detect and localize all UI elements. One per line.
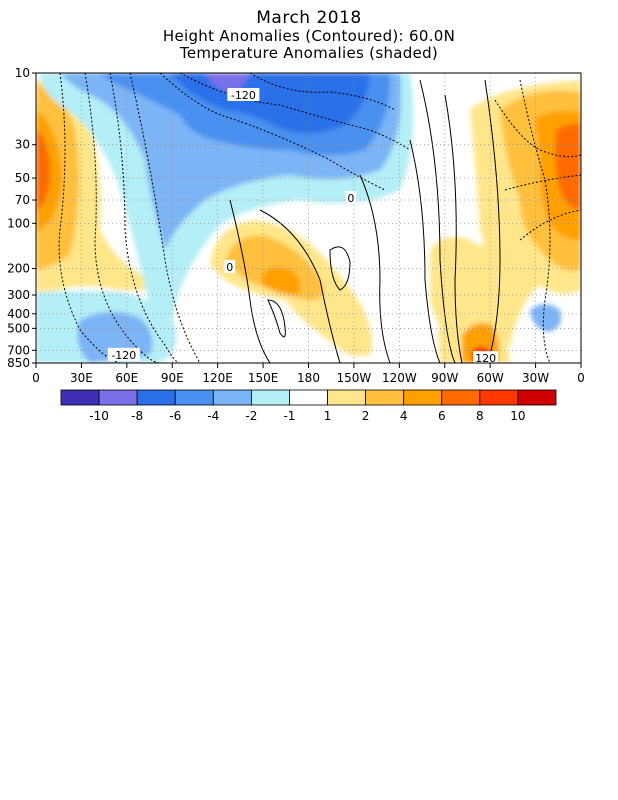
contour-label-4: 120	[475, 352, 496, 365]
colorbar-label-8: 4	[400, 409, 408, 423]
colorbar-label-1: -8	[131, 409, 143, 423]
contour-neg-6	[179, 73, 411, 151]
x-tick-label-3: 90E	[161, 371, 184, 385]
x-tick-label-6: 180	[297, 371, 320, 385]
colorbar-swatch-4	[212, 389, 252, 406]
colorbar-swatch-3	[174, 389, 214, 406]
contour-zero-2	[259, 209, 341, 363]
y-tick-label-9: 700	[7, 343, 30, 357]
x-tick-label-11: 30W	[522, 371, 549, 385]
y-tick-label-3: 70	[15, 193, 30, 207]
contour-neg-4	[129, 73, 201, 363]
chart-title: March 2018	[256, 8, 362, 28]
plot-grid	[36, 73, 581, 363]
contour-zero	[229, 199, 271, 363]
y-tick-label-10: 850	[7, 356, 30, 370]
chart-titles: March 2018 Height Anomalies (Contoured):…	[0, 8, 618, 62]
contour-east-1	[519, 79, 551, 363]
colorbar-label-6: 1	[324, 409, 332, 423]
x-tick-label-4: 120E	[202, 371, 233, 385]
colorbar-label-3: -4	[207, 409, 219, 423]
contour-label-bg-1	[345, 191, 357, 205]
contour-neg-1	[58, 73, 121, 363]
shade-east-warm-core	[555, 123, 581, 210]
contour-label-bg-2	[224, 259, 236, 273]
colorbar-swatch-9	[403, 389, 443, 406]
x-tick-label-9: 90W	[431, 371, 458, 385]
chart-subtitle: Height Anomalies (Contoured): 60.0N	[162, 27, 456, 45]
contour-label-1: 0	[347, 192, 354, 205]
contour-label-bg-4	[473, 351, 499, 365]
colorbar-swatch-10	[441, 389, 481, 406]
colorbar-swatch-7	[327, 389, 367, 406]
contour-neg-7	[249, 73, 396, 111]
colorbar-swatch-12	[517, 389, 557, 406]
contour-labels: -120 0 0 -120 120	[107, 87, 499, 365]
colorbar-label-0: -10	[89, 409, 109, 423]
contour-pos-3	[444, 94, 463, 363]
colorbar-label-5: -1	[283, 409, 295, 423]
contour-label-2: 0	[226, 261, 233, 274]
x-tick-label-7: 150W	[337, 371, 372, 385]
contour-label-0: -120	[231, 89, 256, 102]
y-tick-label-8: 500	[7, 321, 30, 335]
colorbar-swatch-5	[250, 389, 290, 406]
x-tick-label-0: 0	[32, 371, 40, 385]
contour-label-bg-0	[227, 87, 260, 101]
contour-loop-2	[329, 246, 351, 291]
shade-west-warm-core	[36, 128, 51, 210]
x-tick-label-8: 120W	[382, 371, 417, 385]
contour-east-4	[519, 209, 581, 241]
contour-neg-3	[109, 73, 181, 363]
y-tick-label-0: 10	[15, 66, 30, 80]
contour-pos-4	[484, 79, 501, 363]
colorbar-swatch-6	[289, 389, 328, 406]
y-tick-label-7: 400	[7, 307, 30, 321]
colorbar-swatch-1	[98, 389, 138, 406]
x-tick-label-10: 60W	[477, 371, 504, 385]
x-tick-label-2: 60E	[115, 371, 138, 385]
contour-east-3	[504, 174, 581, 191]
contour-neg-2	[84, 73, 161, 363]
height-anomaly-contours	[58, 73, 581, 363]
shade-lower-east-cold	[530, 304, 562, 332]
colorbar-label-2: -6	[169, 409, 181, 423]
shade-cold-core	[205, 73, 250, 92]
contour-label-3: -120	[111, 349, 136, 362]
x-axis: 0 30E 60E 90E 120E 150E 180 150W 120W 90W 60W 30W 0	[32, 363, 585, 385]
colorbar-label-4: -2	[245, 409, 257, 423]
y-tick-label-6: 300	[7, 288, 30, 302]
contour-pos-1	[359, 174, 391, 363]
x-tick-label-12: 0	[577, 371, 585, 385]
colorbar-swatch-2	[136, 389, 176, 406]
contour-pos-2	[409, 139, 441, 363]
colorbar-swatch-0	[60, 389, 100, 406]
colorbar-swatch-8	[365, 389, 405, 406]
x-tick-label-5: 150E	[248, 371, 279, 385]
colorbar: -10 -8 -6 -4 -2 -1 1 2 4 6 8 10	[60, 389, 557, 423]
contour-label-bg-3	[107, 347, 140, 361]
chart-subtitle-2: Temperature Anomalies (shaded)	[179, 44, 439, 62]
colorbar-label-9: 6	[438, 409, 446, 423]
shade-mid-warm-dark	[262, 266, 301, 296]
contour-pos-5	[419, 79, 456, 363]
colorbar-label-11: 10	[510, 409, 525, 423]
colorbar-label-7: 2	[362, 409, 370, 423]
contour-loop-1	[267, 299, 286, 338]
y-tick-label-1: 30	[15, 138, 30, 152]
y-tick-label-4: 100	[7, 216, 30, 230]
colorbar-label-10: 8	[476, 409, 484, 423]
colorbar-swatch-11	[479, 389, 519, 406]
y-tick-label-5: 200	[7, 262, 30, 276]
x-tick-label-1: 30E	[70, 371, 93, 385]
y-tick-label-2: 50	[15, 171, 30, 185]
